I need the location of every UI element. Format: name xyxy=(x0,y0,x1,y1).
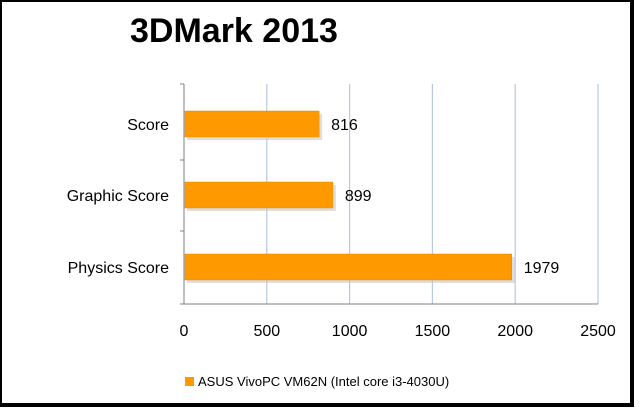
bar xyxy=(184,110,320,138)
legend-swatch xyxy=(185,377,194,386)
data-label: 899 xyxy=(345,188,372,205)
category-label: Graphic Score xyxy=(67,188,169,205)
chart-plot: 0 500 1000 1500 2000 2500 Score 816 Graphic Scor… xyxy=(67,83,616,340)
data-label: 1979 xyxy=(524,260,560,277)
legend-label: ASUS VivoPC VM62N (Intel core i3-4030U) xyxy=(198,374,450,389)
category-label: Score xyxy=(127,117,169,134)
x-tick-label: 500 xyxy=(253,323,280,340)
x-tick-label: 2500 xyxy=(580,323,616,340)
chart-title: 3DMark 2013 xyxy=(130,12,338,50)
category-label: Physics Score xyxy=(68,260,169,277)
x-tick-label: 0 xyxy=(180,323,189,340)
x-tick-label: 1500 xyxy=(415,323,451,340)
x-tick-label: 2000 xyxy=(497,323,533,340)
bar xyxy=(184,253,512,281)
x-tick-label: 1000 xyxy=(332,323,368,340)
data-label: 816 xyxy=(331,117,358,134)
chart-frame: 3DMark 2013 0 500 1000 1500 2000 2500 Score 816… xyxy=(0,0,634,407)
bar xyxy=(184,181,334,209)
legend: ASUS VivoPC VM62N (Intel core i3-4030U) xyxy=(185,374,449,389)
